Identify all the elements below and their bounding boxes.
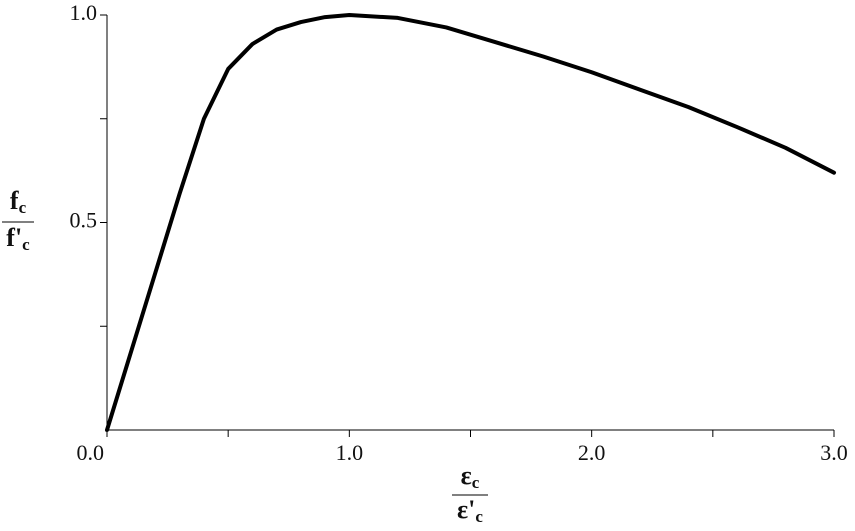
- x-label-sub: c: [475, 507, 483, 526]
- x-tick-label: 3.0: [820, 440, 848, 465]
- y-label-sub: c: [22, 235, 30, 254]
- x-label-numerator: εc: [461, 461, 480, 492]
- y-label-text: f': [6, 223, 22, 252]
- x-label-text: ε: [461, 461, 472, 490]
- x-tick-label: 0.0: [77, 440, 105, 465]
- y-tick-label: 0.5: [70, 208, 98, 233]
- x-label-text: ε': [457, 495, 475, 524]
- x-label-denominator: ε'c: [457, 495, 483, 526]
- y-label-text: f: [10, 186, 19, 215]
- x-tick-label: 2.0: [578, 440, 606, 465]
- curve: [105, 13, 836, 432]
- x-label-sub: c: [472, 473, 480, 492]
- y-label-denominator: f'c: [6, 223, 30, 254]
- y-label-numerator: fc: [10, 186, 27, 217]
- y-label-sub: c: [19, 198, 27, 217]
- y-tick-label: 1.0: [70, 0, 98, 25]
- x-tick-label: 1.0: [336, 440, 364, 465]
